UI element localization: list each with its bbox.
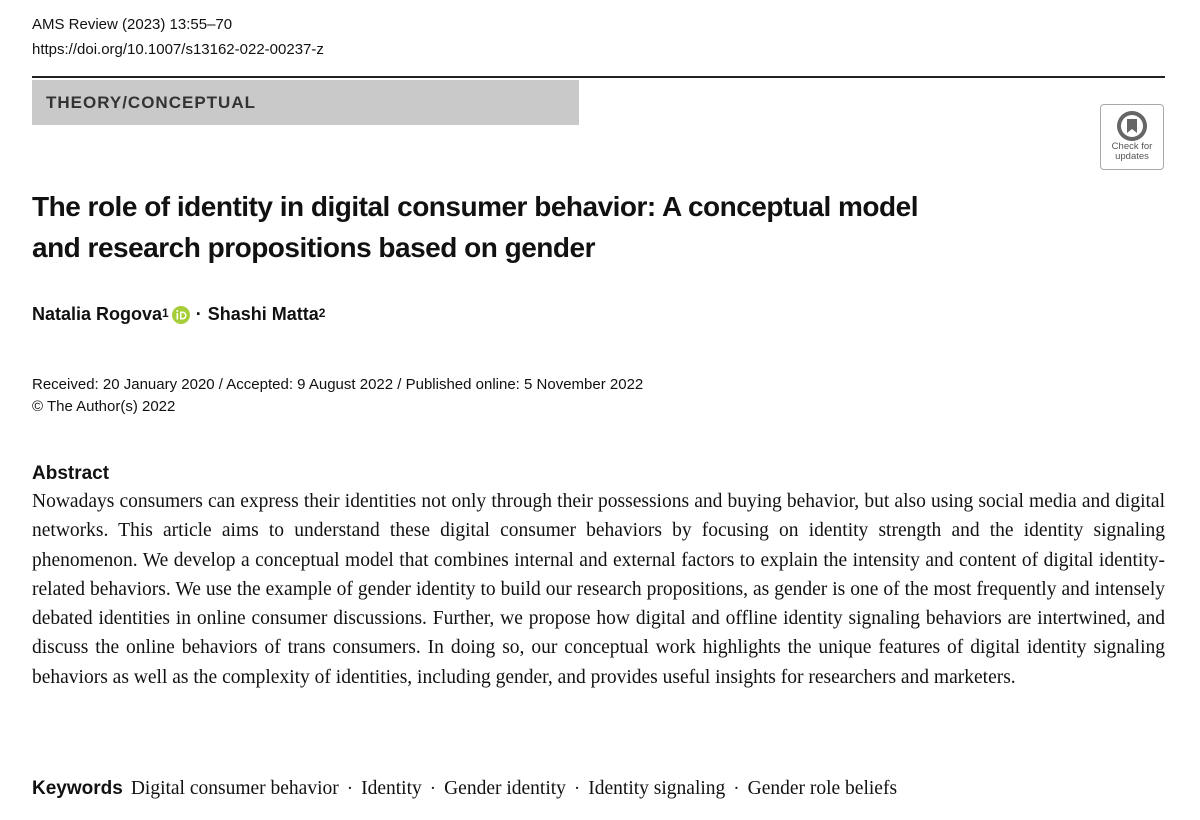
keyword: Identity bbox=[361, 778, 422, 799]
author-affiliation: 2 bbox=[318, 305, 326, 320]
header-rule bbox=[32, 76, 1165, 78]
title-line: The role of identity in digital consumer… bbox=[32, 191, 919, 222]
abstract-text: Nowadays consumers can express their ide… bbox=[32, 491, 1165, 688]
section-banner: THEORY/CONCEPTUAL bbox=[32, 80, 579, 125]
article-title: The role of identity in digital consumer… bbox=[32, 186, 919, 268]
history-dates: Received: 20 January 2020 / Accepted: 9 … bbox=[32, 376, 644, 393]
author-separator: · bbox=[195, 304, 202, 324]
keyword: Identity signaling bbox=[588, 778, 726, 799]
keyword-separator: · bbox=[733, 778, 740, 799]
keywords: Keywords Digital consumer behavior · Identi… bbox=[32, 778, 897, 800]
check-updates-badge[interactable]: Check for updates bbox=[1100, 104, 1164, 170]
badge-line: updates bbox=[1115, 151, 1149, 162]
keywords-heading: Keywords bbox=[32, 778, 123, 799]
keyword-separator: · bbox=[429, 778, 437, 799]
doi-link[interactable]: https://doi.org/10.1007/s13162-022-00237… bbox=[32, 41, 324, 58]
copyright: © The Author(s) 2022 bbox=[32, 398, 176, 415]
badge-line: Check for bbox=[1111, 141, 1153, 152]
section-label: THEORY/CONCEPTUAL bbox=[46, 93, 256, 112]
keyword: Gender identity bbox=[444, 778, 566, 799]
journal-citation: AMS Review (2023) 13:55–70 bbox=[32, 16, 233, 33]
keyword-separator: · bbox=[346, 778, 354, 799]
author-list: Natalia Rogova 1 · Shashi Matta 2 bbox=[32, 304, 325, 325]
abstract-heading: Abstract bbox=[32, 463, 110, 484]
author-name: Natalia Rogova bbox=[32, 304, 163, 324]
orcid-icon[interactable] bbox=[171, 305, 190, 324]
badge-icon bbox=[1117, 111, 1147, 141]
keyword: Gender role beliefs bbox=[747, 778, 898, 799]
keyword: Digital consumer behavior bbox=[130, 778, 339, 799]
author-affiliation: 1 bbox=[162, 305, 169, 320]
keyword-separator: · bbox=[573, 778, 581, 799]
author-name: Shashi Matta bbox=[207, 304, 319, 324]
title-line: and research propositions based on gende… bbox=[32, 232, 595, 263]
